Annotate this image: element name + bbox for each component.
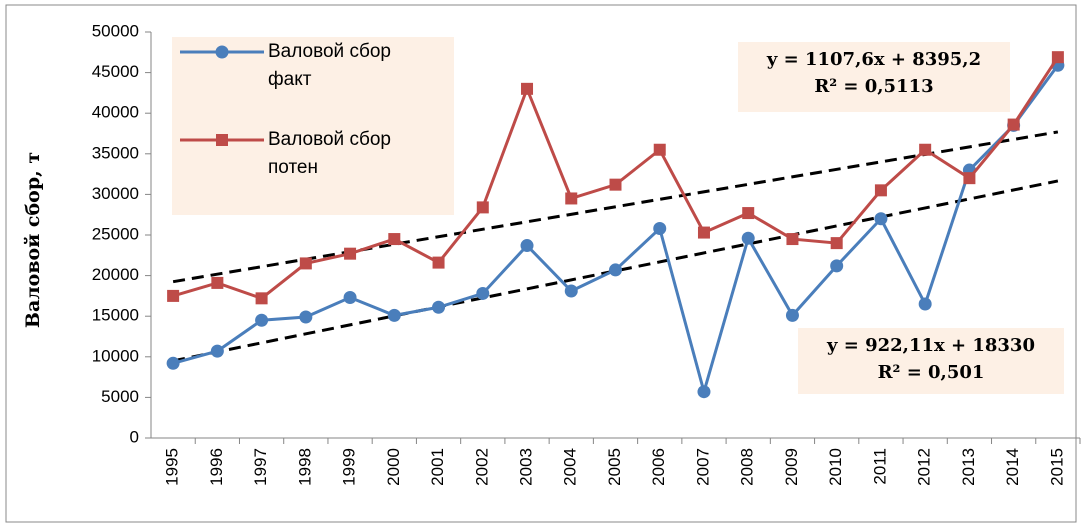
x-tick-label: 2004 (561, 448, 580, 486)
marker (653, 222, 667, 236)
marker (210, 344, 224, 358)
x-tick-label: 1995 (163, 448, 182, 486)
chart-border (5, 4, 1077, 523)
x-tick-label: 2008 (738, 448, 757, 486)
trend-label: y = 922,11x + 18330 R² = 0,501 (798, 328, 1064, 394)
marker (299, 257, 312, 270)
marker (299, 310, 313, 324)
x-tick-label: 1999 (340, 448, 359, 486)
marker (388, 233, 401, 246)
x-tick-label: 1997 (251, 448, 270, 486)
x-tick-label: 2012 (915, 448, 934, 486)
x-tick-label: 1996 (207, 448, 226, 486)
x-tick-label: 2007 (693, 448, 712, 486)
marker (565, 192, 578, 205)
marker (1007, 118, 1020, 131)
legend-label: Валовой сбор потен (268, 129, 391, 178)
y-tick-label: 20000 (92, 265, 139, 284)
marker (741, 231, 755, 245)
marker (476, 201, 489, 214)
x-tick-label: 2010 (826, 448, 845, 486)
marker (520, 239, 534, 253)
x-tick-label: 2009 (782, 448, 801, 486)
x-tick-label: 2001 (428, 448, 447, 486)
marker (830, 237, 843, 250)
x-tick-label: 1998 (295, 448, 314, 486)
marker (387, 308, 401, 322)
marker (343, 291, 357, 305)
marker (830, 259, 844, 273)
y-tick-label: 30000 (92, 184, 139, 203)
marker (874, 212, 888, 226)
trendline (172, 130, 1059, 284)
trend-r2: R² = 0,5113 (814, 76, 934, 97)
marker (432, 300, 446, 314)
marker (742, 207, 755, 220)
marker (609, 178, 622, 191)
marker (609, 263, 622, 277)
marker (255, 313, 269, 327)
x-tick-label: 2006 (649, 448, 668, 486)
marker (963, 172, 976, 185)
y-tick-label: 45000 (92, 62, 139, 81)
marker (1051, 51, 1064, 64)
y-tick-label: 25000 (92, 224, 139, 243)
trend-equation: y = 1107,6x + 8395,2 (766, 49, 982, 70)
trend-r2: R² = 0,501 (877, 362, 985, 383)
marker (697, 226, 710, 239)
y-tick-label: 40000 (92, 103, 139, 122)
marker (521, 82, 534, 95)
marker (786, 233, 799, 246)
legend-marker (216, 134, 228, 146)
legend-marker (215, 45, 229, 59)
y-tick-label: 0 (130, 427, 139, 446)
x-tick-label: 2011 (870, 448, 889, 485)
x-tick-label: 2005 (605, 448, 624, 486)
marker (785, 308, 799, 322)
x-tick-label: 2014 (1003, 448, 1022, 486)
marker (166, 356, 180, 370)
y-tick-label: 15000 (92, 306, 139, 325)
y-tick-label: 50000 (92, 21, 139, 40)
marker (697, 385, 711, 399)
marker (211, 276, 224, 289)
x-tick-label: 2002 (472, 448, 491, 486)
y-tick-label: 10000 (92, 346, 139, 365)
marker (476, 286, 490, 300)
marker (918, 297, 932, 311)
marker (874, 184, 887, 197)
marker (255, 292, 268, 305)
x-tick-label: 2013 (959, 448, 978, 486)
y-tick-label: 35000 (92, 143, 139, 162)
legend-box (172, 37, 454, 215)
marker (564, 284, 578, 298)
y-axis-label: Валовой сбор, т (22, 152, 44, 328)
trend-equation: y = 922,11x + 18330 (827, 335, 1035, 356)
x-tick-label: 2015 (1047, 448, 1066, 486)
y-tick-label: 5000 (101, 387, 139, 406)
trend-label: y = 1107,6x + 8395,2 R² = 0,5113 (738, 42, 1010, 112)
marker (344, 247, 357, 260)
marker (653, 143, 666, 156)
legend-label: Валовой сбор факт (268, 41, 391, 90)
marker (432, 256, 445, 269)
marker (919, 143, 932, 156)
x-tick-label: 2003 (517, 448, 536, 486)
marker (167, 289, 180, 302)
x-tick-label: 2000 (384, 448, 403, 486)
trendline (172, 179, 1059, 363)
